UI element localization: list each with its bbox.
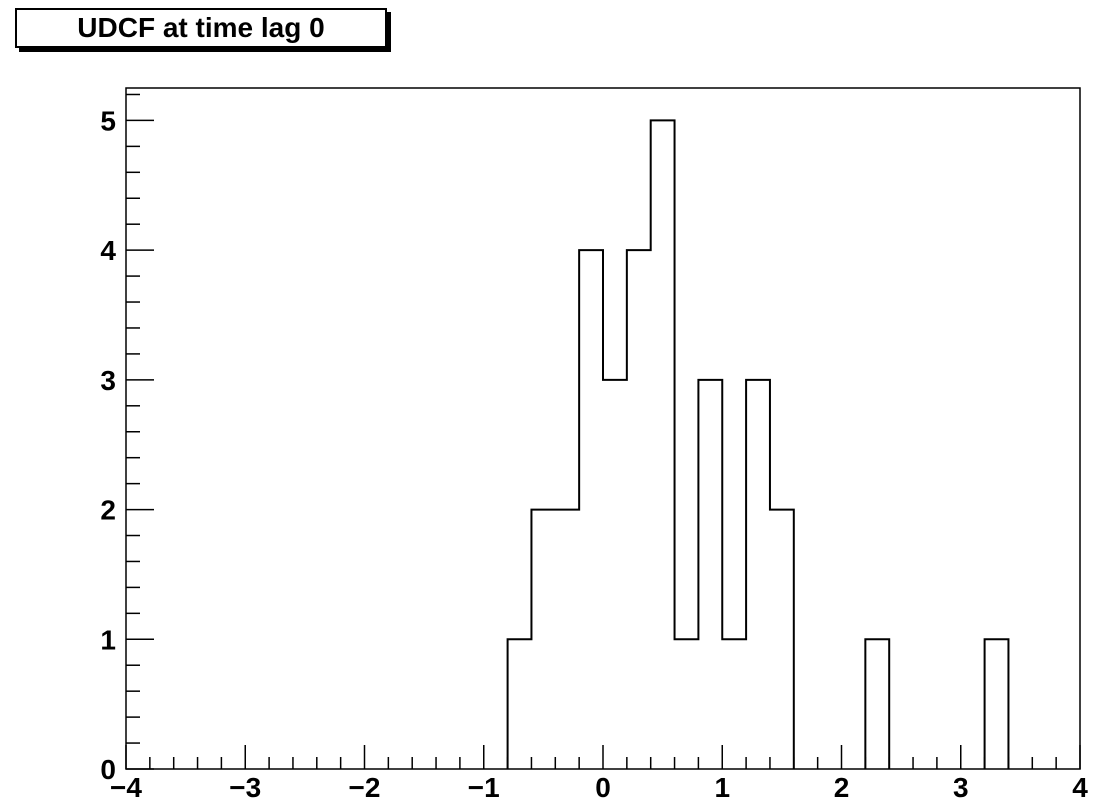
histogram-outline bbox=[506, 119, 1010, 769]
y-tick-label: 3 bbox=[100, 365, 116, 396]
x-tick-label: 4 bbox=[1072, 772, 1088, 799]
histogram-bar bbox=[698, 380, 722, 769]
histogram-bar bbox=[579, 250, 603, 769]
histogram-bars bbox=[508, 120, 1009, 769]
y-tick-label: 5 bbox=[100, 105, 116, 136]
chart-title: UDCF at time lag 0 bbox=[15, 8, 387, 48]
histogram-bar bbox=[603, 380, 627, 769]
histogram-bar bbox=[675, 639, 699, 769]
histogram-bar bbox=[985, 639, 1009, 769]
y-tick-label: 0 bbox=[100, 754, 116, 785]
histogram-bar bbox=[627, 250, 651, 769]
x-tick-label: 3 bbox=[953, 772, 969, 799]
x-tick-label: −4 bbox=[110, 772, 142, 799]
histogram-bar bbox=[770, 510, 794, 769]
histogram-bar bbox=[555, 510, 579, 769]
histogram-bar bbox=[865, 639, 889, 769]
histogram-bar bbox=[746, 380, 770, 769]
x-tick-label: 2 bbox=[834, 772, 850, 799]
y-tick-label: 1 bbox=[100, 624, 116, 655]
axis-tick-labels: −4 −3 −2 −1 0 1 2 3 4 0 1 2 3 4 5 bbox=[100, 105, 1088, 799]
x-tick-label: 0 bbox=[595, 772, 611, 799]
histogram-bar bbox=[722, 639, 746, 769]
y-tick-label: 2 bbox=[100, 495, 116, 526]
histogram-bar bbox=[508, 639, 532, 769]
x-tick-label: −1 bbox=[468, 772, 500, 799]
y-tick-label: 4 bbox=[100, 235, 116, 266]
x-tick-label: −3 bbox=[229, 772, 261, 799]
axis-ticks bbox=[125, 93, 1081, 770]
histogram-bar bbox=[651, 120, 675, 769]
x-tick-label: −2 bbox=[349, 772, 381, 799]
x-tick-label: 1 bbox=[714, 772, 730, 799]
histogram-bar bbox=[531, 510, 555, 769]
